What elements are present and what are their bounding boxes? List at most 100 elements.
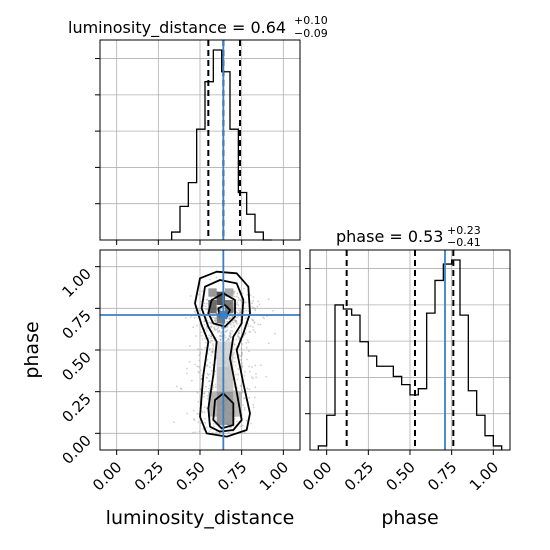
- scatter-point: [196, 412, 198, 415]
- scatter-point: [220, 323, 223, 325]
- scatter-point: [200, 369, 202, 372]
- scatter-point: [214, 383, 217, 386]
- scatter-point: [237, 304, 240, 306]
- scatter-point: [228, 334, 231, 337]
- scatter-point: [239, 309, 242, 311]
- scatter-point: [250, 422, 253, 425]
- scatter-point: [206, 358, 209, 361]
- scatter-point: [235, 320, 237, 322]
- phase-xtick-label-1: 0.25: [341, 458, 377, 494]
- scatter-point: [180, 388, 183, 390]
- scatter-point: [233, 417, 236, 420]
- scatter-point: [259, 364, 262, 367]
- scatter-point: [214, 386, 217, 388]
- scatter-point: [208, 387, 210, 390]
- scatter-point: [205, 364, 208, 366]
- scatter-point: [198, 366, 200, 368]
- scatter-point: [226, 339, 229, 342]
- scatter-point: [234, 356, 236, 359]
- scatter-point: [227, 432, 230, 434]
- scatter-point: [233, 343, 236, 346]
- scatter-point: [239, 385, 242, 388]
- scatter-point: [254, 308, 257, 310]
- phase-title: phase = 0.53: [336, 227, 443, 246]
- scatter-point: [203, 392, 206, 394]
- scatter-point: [206, 364, 209, 367]
- scatter-point: [213, 328, 216, 330]
- scatter-point: [205, 329, 208, 332]
- scatter-point: [244, 332, 247, 334]
- scatter-point: [238, 336, 241, 339]
- scatter-point: [243, 431, 246, 434]
- scatter-point: [208, 334, 211, 337]
- scatter-point: [212, 316, 215, 319]
- scatter-point: [232, 324, 235, 327]
- scatter-point: [197, 370, 200, 373]
- scatter-point: [233, 319, 236, 322]
- scatter-point: [257, 300, 260, 303]
- scatter-point: [210, 335, 212, 338]
- scatter-point: [249, 325, 252, 327]
- scatter-point: [230, 326, 233, 329]
- scatter-point: [228, 335, 231, 338]
- scatter-point: [235, 311, 238, 314]
- scatter-point: [229, 426, 232, 429]
- scatter-point: [175, 385, 178, 388]
- scatter-point: [216, 305, 219, 308]
- scatter-point: [255, 376, 258, 379]
- lumdist-title-plus: +0.10: [294, 14, 328, 27]
- scatter-point: [197, 400, 200, 403]
- scatter-point: [237, 331, 240, 334]
- scatter-point: [239, 425, 242, 428]
- scatter-point: [190, 316, 192, 318]
- scatter-point: [206, 319, 209, 322]
- scatter-point: [228, 318, 231, 320]
- scatter-point: [253, 321, 256, 324]
- scatter-point: [232, 315, 234, 318]
- scatter-point: [235, 303, 238, 306]
- scatter-point: [209, 341, 212, 344]
- scatter-point: [235, 322, 238, 325]
- scatter-point: [232, 321, 235, 324]
- scatter-point: [205, 426, 208, 429]
- scatter-point: [240, 359, 242, 361]
- scatter-point: [248, 388, 251, 391]
- scatter-point: [198, 354, 201, 357]
- scatter-point: [184, 317, 187, 319]
- scatter-point: [210, 351, 213, 353]
- scatter-point: [245, 309, 248, 312]
- scatter-point: [252, 300, 255, 302]
- scatter-point: [235, 321, 238, 323]
- scatter-point: [203, 320, 205, 323]
- scatter-point: [239, 310, 242, 313]
- scatter-point: [236, 312, 239, 315]
- scatter-point: [203, 411, 206, 414]
- scatter-point: [203, 320, 206, 323]
- scatter-point: [240, 366, 243, 369]
- scatter-point: [251, 326, 254, 329]
- scatter-point: [237, 299, 240, 302]
- scatter-point: [189, 345, 191, 347]
- scatter-point: [233, 325, 236, 328]
- scatter-point: [210, 325, 213, 328]
- scatter-point: [240, 384, 243, 387]
- scatter-point: [230, 322, 232, 325]
- scatter-point: [238, 329, 241, 332]
- scatter-point: [233, 389, 235, 392]
- scatter-point: [192, 409, 195, 412]
- scatter-point: [211, 350, 214, 353]
- scatter-point: [218, 330, 221, 333]
- scatter-point: [210, 354, 213, 357]
- scatter-point: [238, 338, 241, 341]
- scatter-point: [207, 322, 210, 324]
- x-axis-label-lumdist: luminosity_distance: [106, 507, 295, 529]
- x-axis-label-phase: phase: [381, 507, 438, 529]
- scatter-point: [246, 339, 249, 342]
- scatter-point: [234, 364, 237, 367]
- scatter-point: [199, 331, 202, 334]
- lumdist-hist-frame: [99, 39, 301, 241]
- scatter-point: [226, 320, 229, 323]
- scatter-point: [211, 349, 214, 352]
- scatter-point: [194, 363, 196, 366]
- scatter-point: [225, 326, 228, 328]
